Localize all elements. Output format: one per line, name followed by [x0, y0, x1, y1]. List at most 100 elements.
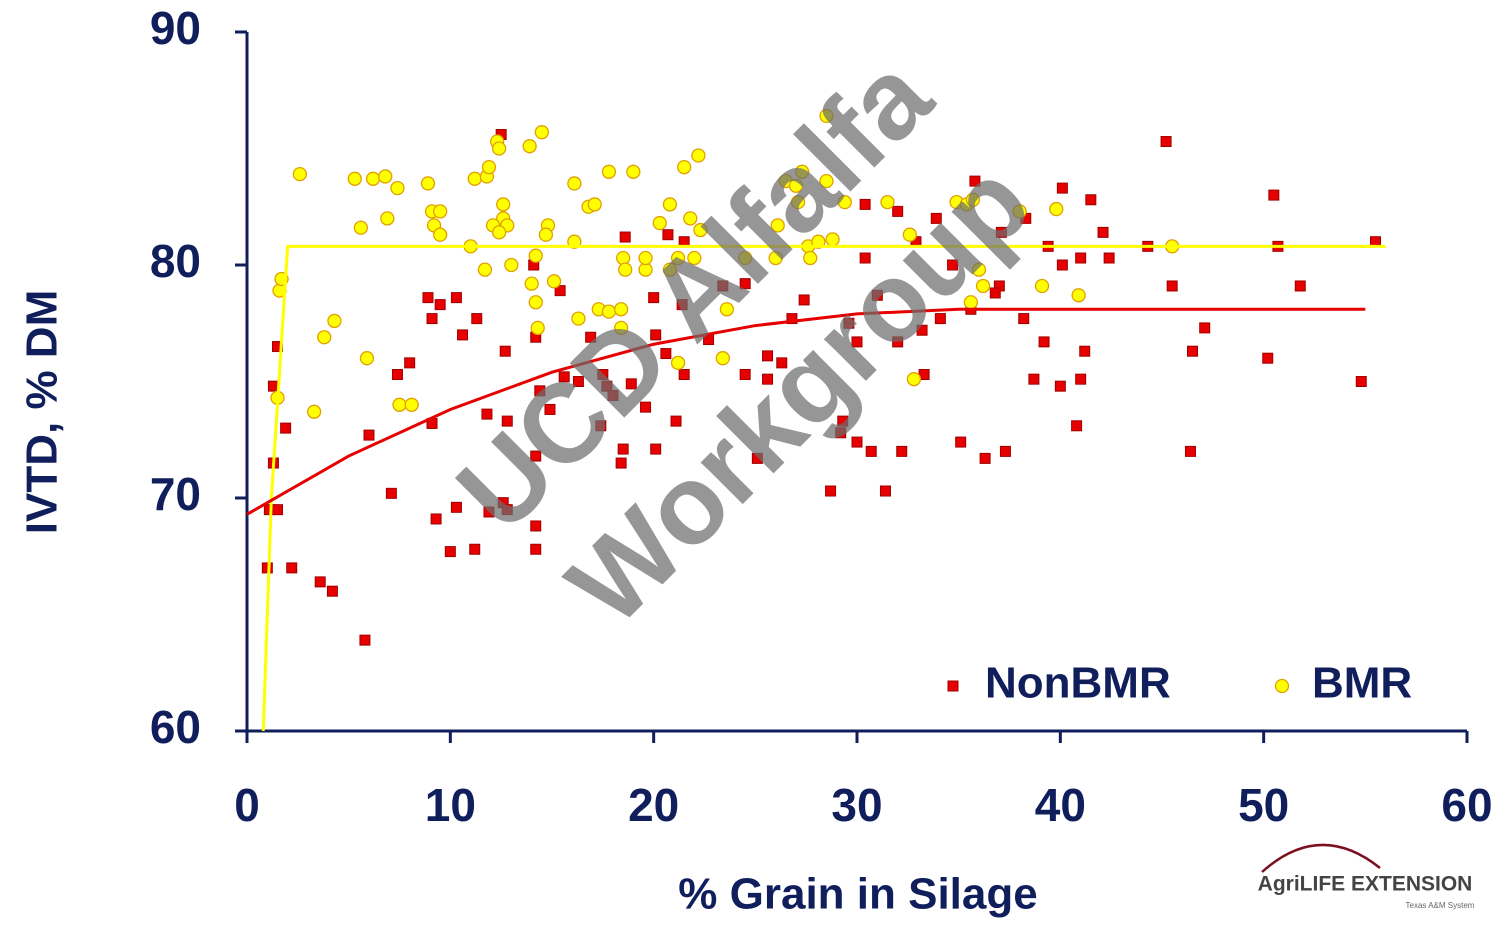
point — [430, 513, 442, 525]
point — [971, 262, 987, 277]
point — [365, 171, 381, 186]
point — [618, 262, 633, 277]
x-axis-label: % Grain in Silage — [678, 870, 1037, 919]
x-tick-label: 0 — [234, 779, 260, 831]
point — [979, 452, 991, 464]
point — [1103, 252, 1115, 264]
point — [530, 320, 545, 336]
point — [261, 562, 273, 574]
x-tick-label: 40 — [1035, 779, 1086, 831]
point — [522, 139, 537, 154]
point — [420, 176, 436, 191]
point — [363, 429, 375, 441]
point — [1038, 336, 1050, 348]
point — [776, 357, 788, 369]
point — [572, 376, 584, 387]
point — [422, 292, 434, 304]
point — [662, 197, 678, 212]
point — [1071, 420, 1083, 432]
point — [392, 397, 407, 412]
point — [1355, 376, 1367, 387]
point — [601, 164, 617, 179]
point — [613, 320, 629, 336]
legend-label: NonBMR — [985, 659, 1171, 708]
x-tick-label: 60 — [1441, 779, 1492, 831]
point — [499, 345, 511, 357]
point — [347, 171, 362, 186]
x-tick-label: 30 — [831, 779, 882, 831]
point — [496, 197, 511, 212]
point — [762, 350, 774, 362]
point — [317, 330, 332, 345]
point — [528, 248, 543, 263]
point — [1097, 226, 1109, 238]
point — [768, 250, 783, 266]
point — [524, 276, 539, 291]
point — [837, 415, 849, 427]
point — [530, 543, 542, 555]
point — [1012, 204, 1027, 219]
point — [353, 220, 369, 235]
point — [391, 369, 403, 381]
point — [433, 204, 448, 219]
point — [477, 262, 493, 277]
point — [715, 351, 730, 366]
point — [892, 336, 904, 348]
point — [1075, 252, 1087, 264]
point — [607, 389, 619, 401]
point — [693, 222, 708, 238]
point — [450, 501, 462, 513]
point — [691, 148, 706, 163]
point — [457, 329, 469, 341]
point — [678, 369, 690, 381]
point — [1166, 280, 1178, 292]
point — [871, 289, 883, 301]
logo-arc — [1261, 843, 1381, 873]
point — [790, 194, 806, 210]
point — [835, 427, 847, 439]
point — [1056, 259, 1068, 271]
point — [585, 331, 597, 343]
point — [380, 211, 395, 226]
point — [892, 205, 904, 217]
point — [843, 317, 855, 329]
point — [469, 543, 481, 555]
point — [1268, 189, 1280, 201]
point — [859, 252, 871, 264]
point — [534, 125, 549, 140]
point — [530, 450, 542, 462]
point — [426, 313, 438, 325]
point — [597, 369, 609, 381]
point — [546, 274, 562, 289]
point — [404, 357, 416, 369]
point — [676, 299, 688, 311]
y-tick-label: 70 — [150, 468, 201, 520]
point — [687, 250, 702, 266]
point — [738, 250, 753, 266]
y-tick-label: 90 — [150, 2, 201, 54]
point — [677, 159, 692, 175]
point — [280, 422, 292, 434]
point — [837, 194, 852, 210]
point — [683, 211, 698, 226]
point — [286, 562, 298, 574]
point — [859, 198, 871, 210]
point — [955, 436, 967, 448]
point — [739, 278, 751, 290]
point — [739, 369, 751, 381]
point — [615, 457, 627, 469]
point — [670, 355, 686, 371]
point — [616, 250, 631, 266]
point — [670, 250, 686, 266]
point — [567, 176, 582, 191]
y-tick-label: 60 — [150, 701, 201, 753]
logo-text: AgriLIFE EXTENSION — [1258, 873, 1473, 896]
point — [762, 373, 774, 385]
point — [1294, 280, 1306, 292]
point — [491, 141, 507, 156]
x-tick-label: 50 — [1238, 779, 1289, 831]
point — [327, 313, 342, 329]
point — [587, 197, 602, 212]
point — [306, 404, 322, 419]
point — [825, 485, 837, 497]
